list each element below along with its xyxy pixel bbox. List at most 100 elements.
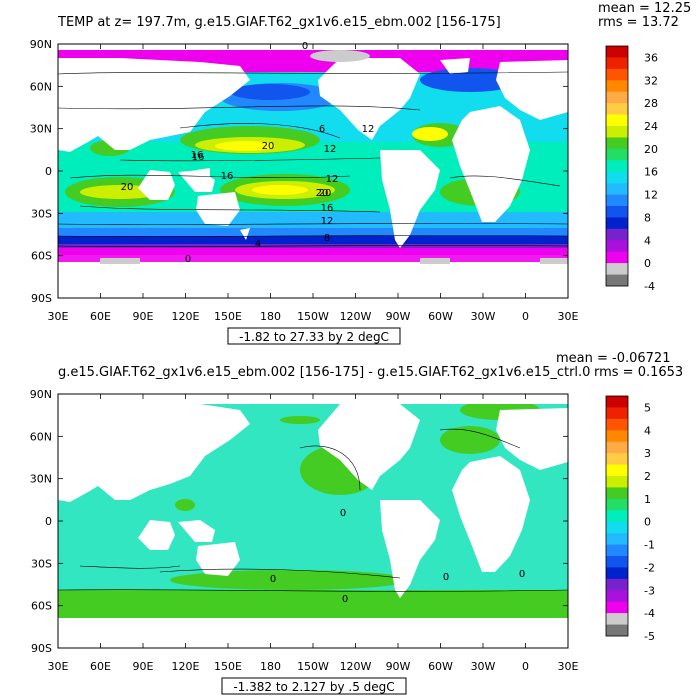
panel-1-range-label: -1.82 to 27.33 by 2 degC [239, 330, 389, 344]
lon-tick-label: 30W [471, 660, 496, 673]
contour-label: 16 [221, 171, 234, 182]
colorbar-swatch [606, 274, 628, 287]
colorbar-label: 12 [644, 189, 658, 202]
panel-1-title: TEMP at z= 197.7m, g.e15.GIAF.T62_gx1v6.… [57, 15, 501, 30]
lat-tick-label: 30N [30, 473, 52, 486]
colorbar-swatch [606, 510, 628, 523]
panel-2-range-label: -1.382 to 2.127 by .5 degC [233, 680, 394, 694]
colorbar-swatch [606, 80, 628, 93]
colorbar-swatch [606, 137, 628, 150]
contour-label: 12 [321, 216, 334, 227]
lon-tick-label: 60W [428, 310, 453, 323]
colorbar-swatch [606, 567, 628, 580]
contour-label: 0 [185, 254, 191, 265]
panel-2-title: g.e15.GIAF.T62_gx1v6.e15_ebm.002 [156-17… [58, 365, 590, 380]
lon-tick-label: 120E [172, 660, 200, 673]
colorbar-label: 1 [644, 493, 651, 506]
lon-tick-label: 150E [214, 660, 242, 673]
contour-label: 0 [519, 569, 525, 580]
colorbar-label: 4 [644, 234, 651, 247]
colorbar-swatch [606, 407, 628, 420]
africa-land [452, 106, 530, 222]
colorbar-swatch [606, 251, 628, 264]
lat-tick-label: 0 [45, 515, 52, 528]
panel-2-contour-labels: 0 0 0 0 0 [270, 508, 525, 605]
colorbar-swatch [606, 613, 628, 625]
lon-tick-label: 150W [297, 310, 329, 323]
panel-1-mean: mean = 12.25 [598, 1, 691, 16]
colorbar-swatch [606, 194, 628, 207]
colorbar-swatch [606, 263, 628, 275]
panel-2-colorbar: 5 4 3 2 1 0 -1 -2 -3 -4 -5 [605, 395, 655, 643]
colorbar-label: 16 [644, 166, 658, 179]
contour-label: 12 [362, 124, 375, 135]
colorbar-swatch [606, 228, 628, 241]
colorbar-label: 3 [644, 447, 651, 460]
colorbar-swatch [606, 487, 628, 500]
colorbar-label: 20 [644, 143, 658, 156]
contour-label: 20 [121, 182, 134, 193]
colorbar-label: 0 [644, 257, 651, 270]
lat-tick-label: 90N [30, 38, 52, 51]
contour-label: 12 [324, 144, 337, 155]
panel-1-colorbar: 36 32 28 24 20 16 12 8 4 0 -4 [605, 45, 658, 293]
lon-tick-label: 30E [48, 660, 69, 673]
colorbar-swatch [606, 464, 628, 477]
colorbar-label: -1 [644, 539, 655, 552]
colorbar-label: -2 [644, 561, 655, 574]
lon-tick-label: 150E [214, 310, 242, 323]
lon-tick-label: 120E [172, 310, 200, 323]
lon-tick-label: 150W [297, 660, 329, 673]
panel-2-lon-axis: 30E 60E 90E 120E 150E 180 150W 120W 90W 60W 30W 0 30… [48, 394, 579, 673]
colorbar-swatch [606, 114, 628, 127]
colorbar-label: 36 [644, 51, 658, 64]
panel-2-mean: mean = -0.06721 [556, 351, 670, 366]
lon-tick-label: 0 [522, 310, 529, 323]
lon-tick-label: 30E [48, 310, 69, 323]
contour-label: 0 [342, 594, 348, 605]
contour-label: 0 [443, 572, 449, 583]
colorbar-swatch [606, 57, 628, 70]
colorbar-swatch [606, 476, 628, 488]
contour-label: 6 [319, 124, 325, 135]
colorbar-swatch [606, 498, 628, 511]
colorbar-swatch [606, 183, 628, 195]
lat-tick-label: 60N [30, 80, 52, 93]
colorbar-swatch [606, 624, 628, 637]
colorbar-swatch [606, 103, 628, 115]
panel-1-lon-axis: 30E 60E 90E 120E 150E 180 150W 120W 90W 60W 30W 0 30… [48, 44, 579, 323]
panel-2-map: 0 0 0 0 0 [57, 393, 569, 649]
lat-tick-label: 30S [31, 207, 52, 220]
panel-1-rms: rms = 13.72 [598, 15, 679, 30]
europe-land [496, 60, 568, 120]
contour-label: 16 [321, 203, 334, 214]
colorbar-swatch [606, 240, 628, 253]
lon-tick-label: 120W [340, 310, 372, 323]
lon-tick-label: 30W [471, 310, 496, 323]
panel-1-lat-axis: 90N 60N 30N 0 30S 60S 90S [30, 38, 568, 305]
lon-tick-label: 180 [260, 310, 281, 323]
colorbar-swatch [606, 126, 628, 138]
lon-tick-label: 60W [428, 660, 453, 673]
colorbar-swatch [606, 160, 628, 173]
colorbar-swatch [606, 430, 628, 443]
contour-label: 20 [319, 188, 332, 199]
lon-tick-label: 90E [133, 660, 154, 673]
lon-tick-label: 60E [90, 660, 111, 673]
lat-tick-label: 60S [31, 600, 52, 613]
lon-tick-label: 30E [558, 310, 579, 323]
contour-label: 20 [262, 141, 275, 152]
lon-tick-label: 30E [558, 660, 579, 673]
south-mid-band [58, 212, 568, 230]
lat-tick-label: 30N [30, 123, 52, 136]
colorbar-swatch [606, 578, 628, 591]
colorbar-label: -3 [644, 584, 655, 597]
colorbar-swatch [606, 556, 628, 568]
contour-label: 0 [302, 41, 308, 52]
panel-2-rms: rms = 0.1653 [594, 365, 683, 380]
colorbar-label: 32 [644, 74, 658, 87]
panel-1: TEMP at z= 197.7m, g.e15.GIAF.T62_gx1v6.… [30, 1, 691, 345]
